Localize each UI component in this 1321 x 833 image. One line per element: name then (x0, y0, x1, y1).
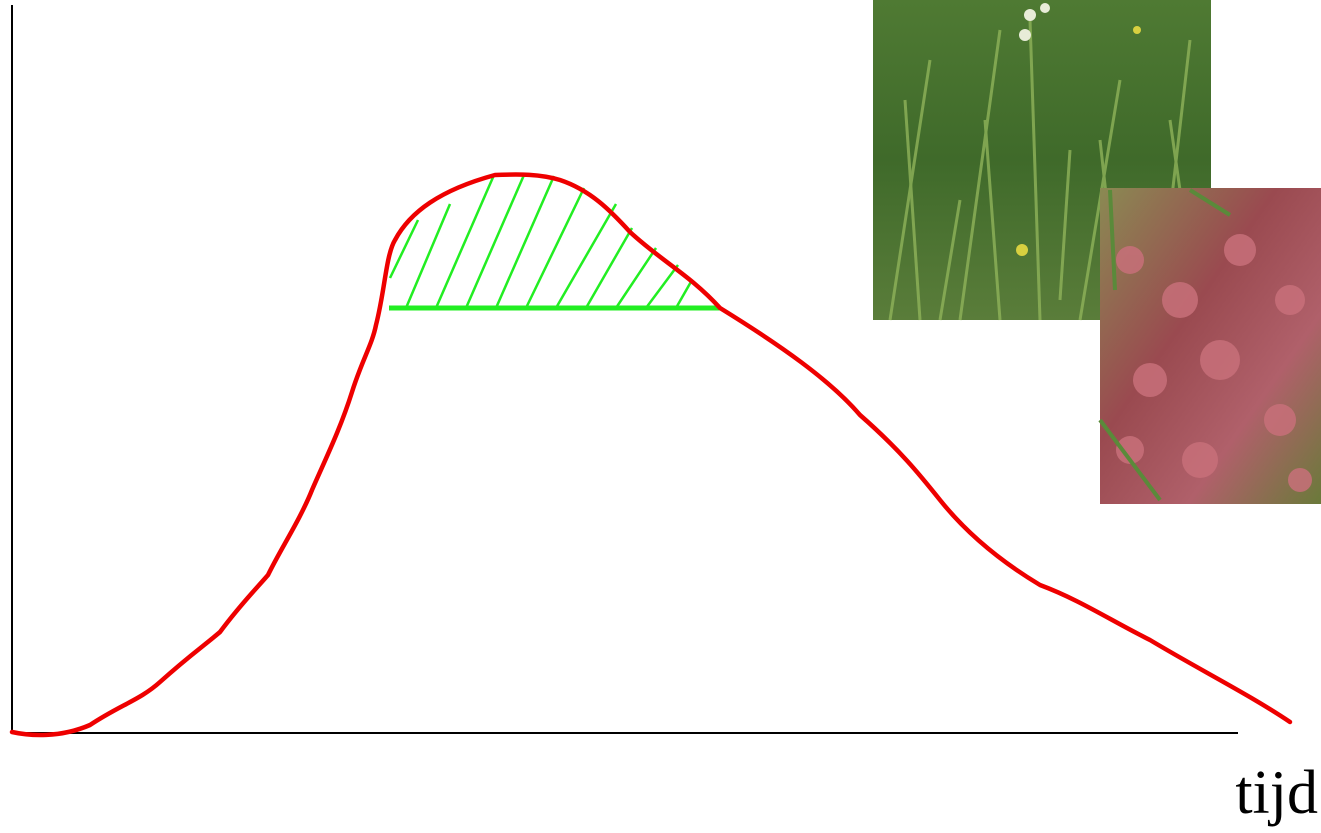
hatching (388, 174, 694, 309)
curve (9, 172, 1293, 738)
axis-label: tijd (1235, 759, 1318, 827)
photo-sundew (1098, 188, 1321, 504)
